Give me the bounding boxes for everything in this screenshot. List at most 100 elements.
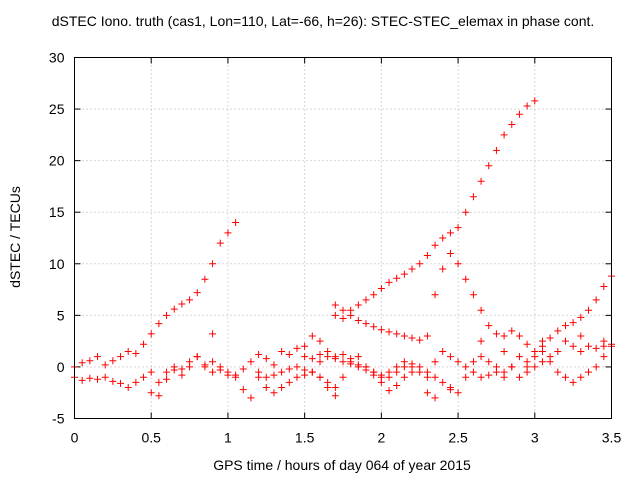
chart-title: dSTEC Iono. truth (cas1, Lon=110, Lat=-6… <box>52 13 595 29</box>
data-point <box>523 363 531 371</box>
data-point <box>201 275 209 283</box>
data-point <box>278 368 286 376</box>
data-point <box>316 358 324 366</box>
data-point <box>163 375 171 383</box>
data-point <box>393 330 401 338</box>
data-point <box>262 384 270 392</box>
data-point <box>331 355 339 363</box>
data-point <box>577 313 585 321</box>
data-point <box>163 368 171 376</box>
data-point <box>592 344 600 352</box>
data-point <box>262 373 270 381</box>
data-point <box>416 336 424 344</box>
data-point <box>423 252 431 260</box>
data-point <box>155 320 163 328</box>
data-point <box>377 326 385 334</box>
data-point <box>301 342 309 350</box>
data-point <box>400 332 408 340</box>
data-point <box>324 378 332 386</box>
data-point <box>362 366 370 374</box>
data-point <box>308 355 316 363</box>
data-point <box>561 337 569 345</box>
data-point <box>584 342 592 350</box>
data-point <box>592 296 600 304</box>
data-point <box>86 374 94 382</box>
data-point <box>400 270 408 278</box>
data-point <box>94 375 102 383</box>
data-point <box>78 376 86 384</box>
data-point <box>561 322 569 330</box>
data-point <box>508 121 516 129</box>
data-point <box>408 334 416 342</box>
data-point <box>439 265 447 273</box>
data-point <box>270 371 278 379</box>
data-point <box>331 392 339 400</box>
data-point <box>339 314 347 322</box>
data-point <box>469 193 477 201</box>
data-point <box>362 320 370 328</box>
data-point <box>316 373 324 381</box>
data-point <box>347 360 355 368</box>
data-point <box>354 301 362 309</box>
data-point <box>462 373 470 381</box>
data-point <box>508 327 516 335</box>
data-point <box>454 358 462 366</box>
data-point <box>477 337 485 345</box>
series-4 <box>331 249 615 355</box>
data-point <box>423 368 431 376</box>
data-point <box>454 260 462 268</box>
data-point <box>477 373 485 381</box>
series-0 <box>71 219 240 371</box>
data-point <box>354 317 362 325</box>
data-point <box>523 102 531 110</box>
data-point <box>416 363 424 371</box>
data-points <box>71 97 615 402</box>
data-point <box>285 351 293 359</box>
data-point <box>178 365 186 373</box>
data-point <box>239 365 247 373</box>
data-point <box>347 311 355 319</box>
data-point <box>477 306 485 314</box>
data-point <box>178 300 186 308</box>
data-point <box>117 353 125 361</box>
series-7 <box>209 330 608 402</box>
data-point <box>554 327 562 335</box>
data-point <box>132 378 140 386</box>
series-6 <box>301 337 615 397</box>
data-point <box>569 342 577 350</box>
data-point <box>400 363 408 371</box>
data-point <box>584 306 592 314</box>
x-tick-label: 3.5 <box>602 430 622 446</box>
data-point <box>370 291 378 299</box>
data-point <box>216 363 224 371</box>
data-point <box>454 224 462 232</box>
data-point <box>370 323 378 331</box>
data-point <box>101 373 109 381</box>
data-point <box>423 389 431 397</box>
data-point <box>216 239 224 247</box>
x-tick-label: 0.5 <box>141 430 161 446</box>
data-point <box>101 361 109 369</box>
data-point <box>209 368 217 376</box>
data-point <box>301 366 309 374</box>
data-point <box>147 368 155 376</box>
data-point <box>584 368 592 376</box>
data-point <box>377 371 385 379</box>
y-tick-label: 25 <box>49 101 65 117</box>
data-point <box>331 384 339 392</box>
data-point <box>515 332 523 340</box>
data-point <box>163 311 171 319</box>
y-tick-label: 20 <box>49 153 65 169</box>
data-point <box>492 330 500 338</box>
data-point <box>531 353 539 361</box>
data-point <box>462 363 470 371</box>
data-point <box>385 328 393 336</box>
data-point <box>224 368 232 376</box>
data-point <box>577 373 585 381</box>
data-point <box>354 363 362 371</box>
y-tick-label: 5 <box>57 307 65 323</box>
data-point <box>293 363 301 371</box>
data-point <box>446 386 454 394</box>
data-point <box>339 351 347 359</box>
data-point <box>170 363 178 371</box>
